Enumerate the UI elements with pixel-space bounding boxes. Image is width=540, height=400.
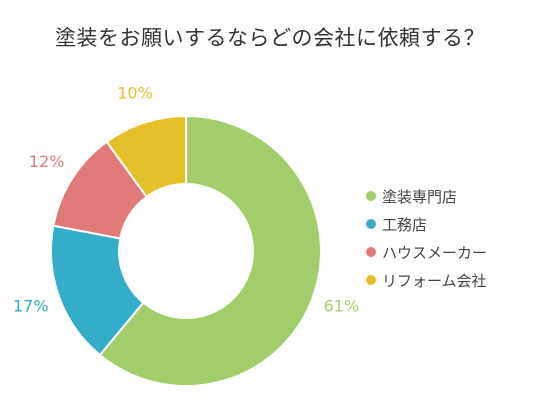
legend: 塗装専門店 工務店 ハウスメーカー リフォーム会社: [366, 182, 487, 294]
percent-label-工務店: 17%: [13, 296, 49, 315]
slice-リフォーム会社[interactable]: [105, 114, 187, 199]
percent-label-リフォーム会社: 10%: [117, 84, 153, 103]
slice-塗装専門店[interactable]: [98, 114, 322, 387]
legend-label: リフォーム会社: [382, 271, 487, 290]
legend-label: ハウスメーカー: [382, 243, 488, 262]
percent-label-ハウスメーカー: 12%: [29, 152, 65, 171]
legend-marker: [366, 275, 376, 285]
legend-label: 工務店: [382, 215, 428, 234]
legend-marker: [366, 191, 376, 201]
legend-item-リフォーム会社[interactable]: リフォーム会社: [366, 266, 487, 294]
donut-slices: [50, 114, 322, 387]
legend-marker: [366, 219, 376, 229]
legend-item-塗装専門店[interactable]: 塗装専門店: [366, 182, 487, 210]
percent-labels: 61% 17% 12% 10%: [13, 84, 359, 316]
legend-item-ハウスメーカー[interactable]: ハウスメーカー: [366, 238, 487, 266]
chart-title: 塗装をお願いするならどの会社に依頼する？: [55, 26, 485, 50]
legend-label: 塗装専門店: [382, 187, 458, 206]
percent-label-塗装専門店: 61%: [323, 296, 359, 315]
legend-marker: [366, 247, 376, 257]
legend-item-工務店[interactable]: 工務店: [366, 210, 487, 238]
